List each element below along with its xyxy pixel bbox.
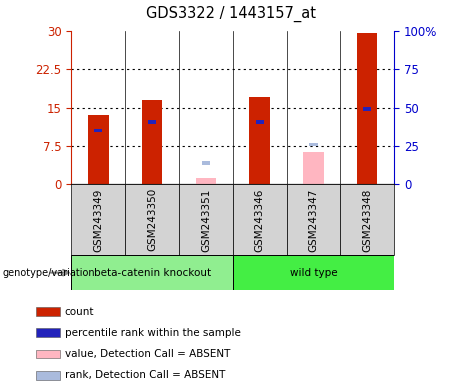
Bar [249,97,270,184]
Bar [36,371,60,379]
Text: GDS3322 / 1443157_at: GDS3322 / 1443157_at [146,5,315,22]
Bar [340,184,394,255]
Bar [125,184,179,255]
Bar [195,178,216,184]
Text: rank, Detection Call = ABSENT: rank, Detection Call = ABSENT [65,370,225,380]
Bar [256,120,264,124]
Bar [95,129,102,132]
Text: percentile rank within the sample: percentile rank within the sample [65,328,241,338]
Bar [36,328,60,337]
Bar [202,161,210,165]
Text: GSM243349: GSM243349 [93,188,103,252]
Text: GSM243347: GSM243347 [308,188,319,252]
Bar [71,184,125,255]
Bar [357,33,378,184]
Text: value, Detection Call = ABSENT: value, Detection Call = ABSENT [65,349,230,359]
Bar [36,349,60,358]
Text: beta-catenin knockout: beta-catenin knockout [94,268,211,278]
Text: genotype/variation: genotype/variation [2,268,95,278]
Bar [88,115,109,184]
Bar [363,107,371,111]
Bar [309,142,318,146]
Bar [179,184,233,255]
Text: GSM243348: GSM243348 [362,188,372,252]
Text: wild type: wild type [290,268,337,278]
Text: GSM243351: GSM243351 [201,188,211,252]
Bar [287,184,340,255]
Text: GSM243350: GSM243350 [147,188,157,252]
Bar [142,100,162,184]
Bar [71,255,233,290]
Text: count: count [65,306,94,316]
Bar [233,184,287,255]
Bar [36,307,60,316]
Bar [233,255,394,290]
Text: GSM243346: GSM243346 [254,188,265,252]
Bar [148,120,156,124]
Bar [303,152,324,184]
